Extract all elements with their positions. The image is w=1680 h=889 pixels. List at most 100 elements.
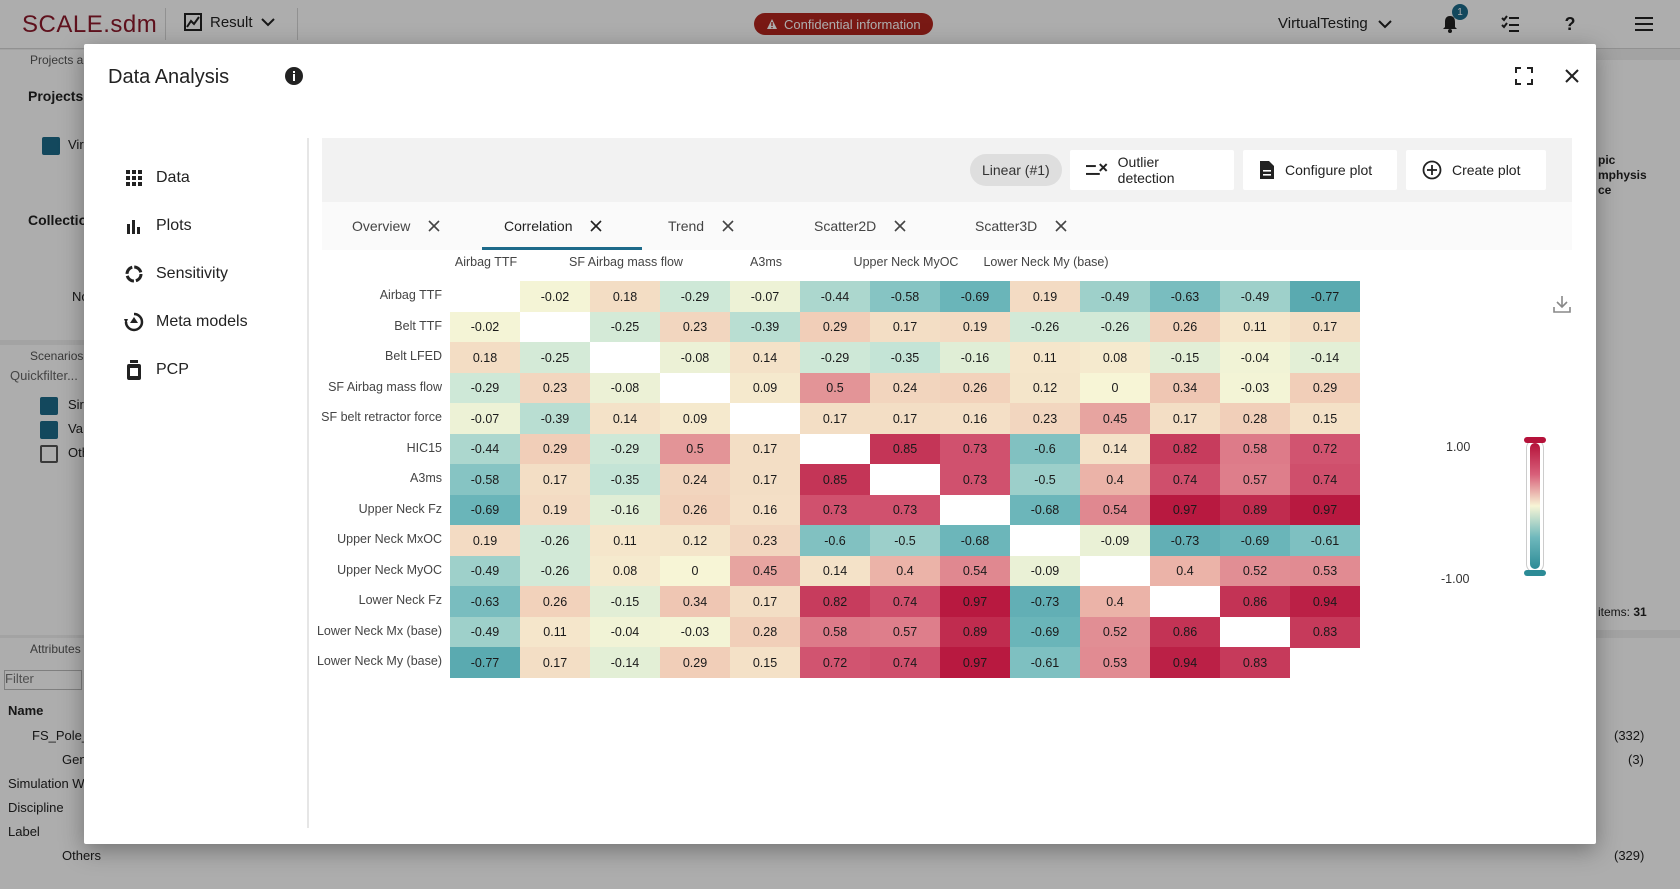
heatmap-cell[interactable]: -0.49 [1220,281,1290,312]
heatmap-cell[interactable]: 0.72 [800,647,870,678]
heatmap-cell[interactable]: 0.74 [1150,464,1220,495]
heatmap-cell[interactable]: -0.73 [1010,586,1080,617]
heatmap-cell[interactable]: 0.34 [1150,372,1220,404]
heatmap-cell[interactable]: 0.73 [870,494,940,526]
tab-correlation[interactable]: Correlation [504,202,603,250]
app-logo[interactable]: SCALE.sdm [22,11,158,38]
heatmap-cell[interactable]: 0.26 [940,372,1010,404]
heatmap-cell[interactable]: -0.07 [450,403,520,434]
tab-scatter3d[interactable]: Scatter3D [975,202,1067,250]
project-checkbox[interactable] [42,137,60,155]
heatmap-cell[interactable]: -0.15 [590,586,660,617]
heatmap-cell[interactable]: 0.97 [940,586,1010,617]
heatmap-cell[interactable]: -0.49 [1080,281,1150,312]
heatmap-cell[interactable]: 0.17 [1150,403,1220,434]
task-list-icon[interactable] [1498,12,1522,36]
heatmap-cell[interactable]: -0.08 [590,372,660,404]
heatmap-cell[interactable]: 0.53 [1080,647,1150,678]
heatmap-cell[interactable]: 0.74 [870,647,940,678]
nav-item-plots[interactable]: Plots [124,202,294,250]
heatmap-cell[interactable]: -0.16 [590,494,660,526]
tab-scatter2d[interactable]: Scatter2D [814,202,906,250]
heatmap-cell[interactable]: -0.77 [1290,281,1360,312]
heatmap-cell[interactable]: 0.23 [730,525,800,556]
heatmap-cell[interactable]: 0.15 [730,647,800,678]
heatmap-cell[interactable]: 0.5 [800,372,870,404]
heatmap-cell[interactable] [520,311,590,343]
heatmap-cell[interactable]: -0.14 [1290,342,1360,373]
heatmap-cell[interactable]: 0.72 [1290,433,1360,465]
heatmap-cell[interactable]: 0.19 [1010,281,1080,312]
heatmap-cell[interactable]: -0.02 [520,281,590,312]
close-tab-icon[interactable] [722,220,734,232]
heatmap-cell[interactable] [800,433,870,465]
heatmap-cell[interactable] [1150,586,1220,617]
heatmap-cell[interactable]: -0.73 [1150,525,1220,556]
heatmap-cell[interactable] [1080,555,1150,587]
tab-overview[interactable]: Overview [352,202,440,250]
heatmap-cell[interactable]: 0.18 [590,281,660,312]
scenario-checkbox[interactable] [40,397,58,415]
heatmap-cell[interactable]: 0.73 [940,464,1010,495]
heatmap-cell[interactable]: 0.89 [940,616,1010,648]
heatmap-cell[interactable]: 0 [660,555,730,587]
heatmap-cell[interactable]: 0.26 [520,586,590,617]
download-icon[interactable] [1552,294,1572,314]
heatmap-cell[interactable]: -0.5 [1010,464,1080,495]
heatmap-cell[interactable]: -0.29 [590,433,660,465]
create-plot-button[interactable]: Create plot [1406,150,1546,190]
heatmap-cell[interactable]: -0.69 [1010,616,1080,648]
scenario-checkbox[interactable] [40,421,58,439]
heatmap-cell[interactable]: -0.29 [450,372,520,404]
heatmap-cell[interactable]: -0.49 [450,555,520,587]
heatmap-cell[interactable]: 0.82 [800,586,870,617]
heatmap-cell[interactable]: 0.15 [1290,403,1360,434]
fullscreen-icon[interactable] [1512,64,1536,88]
heatmap-cell[interactable]: -0.63 [450,586,520,617]
heatmap-cell[interactable]: -0.69 [450,494,520,526]
heatmap-cell[interactable] [940,494,1010,526]
heatmap-cell[interactable]: 0.57 [870,616,940,648]
heatmap-cell[interactable]: 0.52 [1080,616,1150,648]
heatmap-cell[interactable]: -0.07 [730,281,800,312]
heatmap-cell[interactable]: -0.44 [800,281,870,312]
heatmap-cell[interactable]: -0.15 [1150,342,1220,373]
heatmap-cell[interactable]: 0.18 [450,342,520,373]
heatmap-cell[interactable]: 0.29 [660,647,730,678]
heatmap-cell[interactable]: -0.49 [450,616,520,648]
close-tab-icon[interactable] [894,220,906,232]
workspace-dropdown[interactable]: VirtualTesting [1278,15,1392,32]
heatmap-cell[interactable]: 0.86 [1220,586,1290,617]
heatmap-cell[interactable] [870,464,940,495]
scenario-item[interactable]: Va [68,421,83,436]
heatmap-cell[interactable]: -0.35 [870,342,940,373]
heatmap-cell[interactable]: -0.26 [1080,311,1150,343]
scenario-item[interactable]: Oth [68,445,89,460]
heatmap-cell[interactable]: -0.61 [1290,525,1360,556]
heatmap-cell[interactable]: 0.12 [1010,372,1080,404]
heatmap-cell[interactable]: 0.16 [730,494,800,526]
outlier-detection-button[interactable]: Outlier detection [1070,150,1234,190]
heatmap-cell[interactable]: 0.73 [800,494,870,526]
heatmap-cell[interactable]: -0.02 [450,311,520,343]
heatmap-cell[interactable]: 0.74 [870,586,940,617]
configure-plot-button[interactable]: Configure plot [1243,150,1397,190]
heatmap-cell[interactable] [1010,525,1080,556]
heatmap-cell[interactable]: 0.11 [1010,342,1080,373]
heatmap-cell[interactable]: -0.03 [660,616,730,648]
heatmap-cell[interactable]: 0.19 [450,525,520,556]
heatmap-cell[interactable]: -0.25 [520,342,590,373]
heatmap-cell[interactable]: 0.85 [870,433,940,465]
help-icon[interactable]: ? [1564,13,1576,34]
heatmap-cell[interactable]: 0.29 [520,433,590,465]
heatmap-cell[interactable]: 0.74 [1290,464,1360,495]
close-tab-icon[interactable] [1055,220,1067,232]
heatmap-cell[interactable]: 0.17 [730,433,800,465]
nav-item-pcp[interactable]: PCP [124,346,294,394]
heatmap-cell[interactable]: 0.4 [1080,586,1150,617]
heatmap-cell[interactable]: 0.12 [660,525,730,556]
close-tab-icon[interactable] [590,220,603,232]
heatmap-cell[interactable]: 0.17 [870,403,940,434]
heatmap-cell[interactable]: 0.17 [870,311,940,343]
heatmap-cell[interactable]: -0.39 [730,311,800,343]
